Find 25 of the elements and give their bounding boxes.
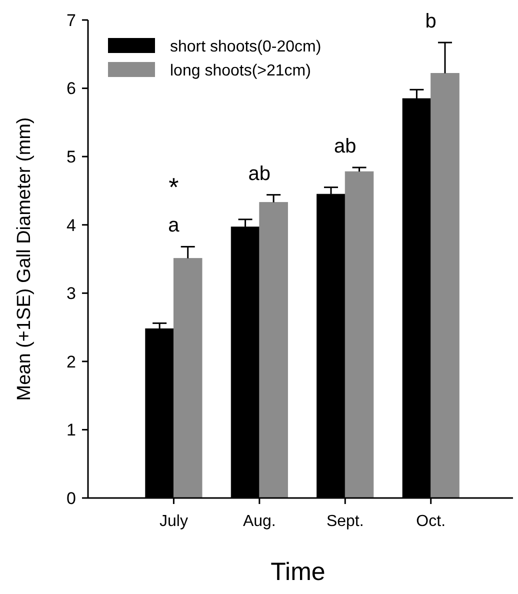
annotation: b <box>425 10 436 33</box>
annotation: a <box>168 214 180 237</box>
y-tick-label: 4 <box>66 216 76 235</box>
y-tick-label: 6 <box>66 79 76 98</box>
x-tick-label: July <box>159 513 188 530</box>
annotation: ab <box>334 135 356 158</box>
y-tick-label: 3 <box>66 284 76 304</box>
x-axis-title: Time <box>270 558 326 586</box>
annotation: * <box>168 172 179 202</box>
legend-label: short shoots(0-20cm) <box>170 38 322 56</box>
bar <box>430 73 460 498</box>
y-axis-title: Mean (+1SE) Gall Diameter (mm) <box>14 117 35 401</box>
x-tick-label: Oct. <box>416 513 446 530</box>
bar <box>259 202 288 498</box>
x-tick-label: Aug. <box>242 513 276 530</box>
y-tick-label: 2 <box>66 352 76 372</box>
legend-label: long shoots(>21cm) <box>170 62 311 80</box>
bar <box>173 258 202 498</box>
y-tick-label: 5 <box>66 148 76 167</box>
bar <box>344 171 374 498</box>
annotation: ab <box>248 162 271 185</box>
y-tick-label: 1 <box>66 420 76 440</box>
y-tick-label: 7 <box>66 10 76 30</box>
x-tick-label: Sept. <box>326 513 364 530</box>
y-tick-label: 0 <box>66 488 76 508</box>
